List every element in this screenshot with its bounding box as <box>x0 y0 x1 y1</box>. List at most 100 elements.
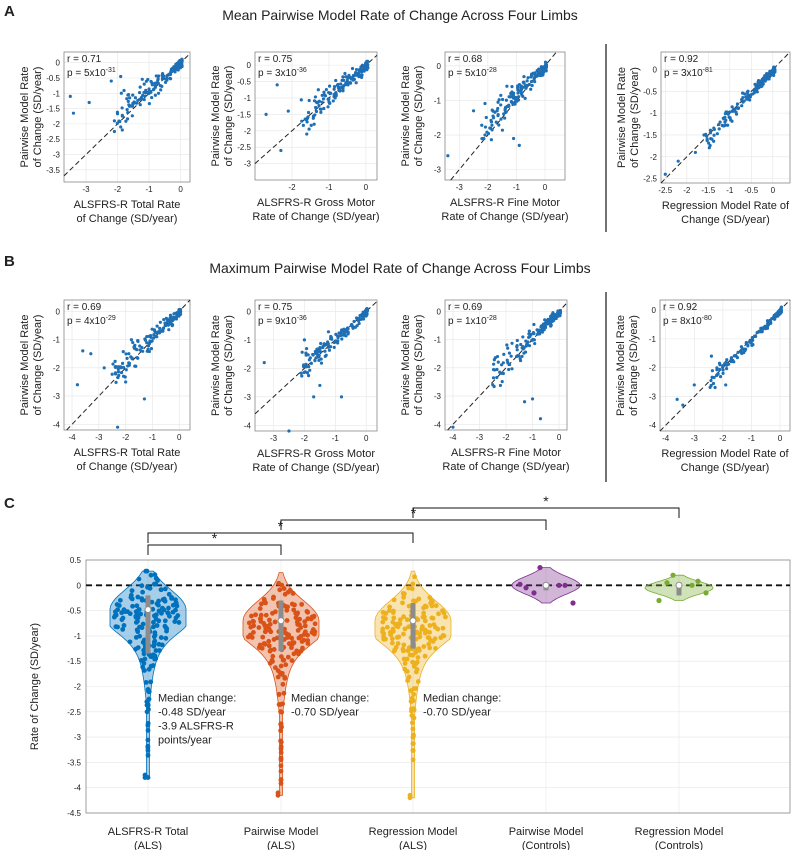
data-point <box>518 89 522 93</box>
data-point <box>166 605 171 611</box>
significance-bracket: * <box>280 505 547 530</box>
data-point <box>146 696 152 702</box>
data-point <box>556 582 562 588</box>
y-tick-label: -3 <box>53 150 61 159</box>
data-point <box>329 91 333 95</box>
data-point <box>305 132 309 136</box>
data-point <box>471 109 476 113</box>
data-point <box>332 340 337 345</box>
data-point <box>514 98 518 102</box>
data-point <box>726 123 730 127</box>
y-axis-label-line: of Change (SD/year) <box>32 67 44 168</box>
data-point <box>299 98 303 102</box>
data-point <box>173 615 179 621</box>
data-point <box>285 604 290 610</box>
x-tick-label: -3 <box>476 433 484 442</box>
data-point <box>529 80 534 84</box>
data-point <box>141 93 145 97</box>
data-point <box>430 599 435 605</box>
data-point <box>128 96 132 100</box>
y-tick-label: -1 <box>53 89 61 98</box>
data-point <box>717 122 721 127</box>
data-point <box>366 66 370 70</box>
data-point <box>150 339 154 343</box>
y-tick-label: -4 <box>53 420 61 429</box>
data-point <box>740 104 744 108</box>
data-point <box>163 80 168 85</box>
data-point <box>258 618 264 624</box>
data-point <box>405 648 411 654</box>
data-point <box>357 321 361 326</box>
data-point <box>264 112 268 116</box>
data-point <box>537 564 543 571</box>
data-point <box>170 609 176 615</box>
data-point <box>692 383 696 387</box>
data-point <box>409 586 415 592</box>
data-point <box>278 663 284 669</box>
data-point <box>263 612 269 618</box>
data-point <box>262 629 268 635</box>
data-point <box>416 648 422 653</box>
x-tick-label: -4 <box>68 433 76 442</box>
data-point <box>172 619 178 624</box>
data-point <box>292 602 297 608</box>
y-tick-label: 0 <box>437 307 442 316</box>
data-point <box>300 119 304 123</box>
data-point <box>663 172 667 176</box>
data-point <box>317 355 321 359</box>
data-point <box>750 343 754 347</box>
y-tick-label: -2 <box>244 364 252 373</box>
data-point <box>330 337 334 341</box>
data-point <box>708 143 712 148</box>
data-point <box>139 625 145 631</box>
x-tick-label: -3 <box>691 434 699 443</box>
data-point <box>500 380 504 384</box>
data-point <box>547 322 551 326</box>
data-point <box>490 128 494 132</box>
data-point <box>522 400 527 404</box>
x-tick-label: -1 <box>325 183 333 192</box>
y-tick-label: 0 <box>437 62 442 71</box>
data-point <box>280 657 286 663</box>
median-marker <box>277 617 285 625</box>
data-point <box>517 581 523 587</box>
data-point <box>296 635 302 641</box>
data-point <box>337 86 341 90</box>
y-axis-label-line: Pairwise Model Rate <box>19 67 31 168</box>
data-point <box>304 362 308 366</box>
data-point <box>354 67 359 72</box>
data-point <box>343 71 347 76</box>
data-point <box>111 362 115 366</box>
title-b: Maximum Pairwise Model Rate of Change Ac… <box>209 260 590 276</box>
panel-label-a: A <box>4 3 15 20</box>
y-axis-label-line: Pairwise Model Rate <box>19 315 31 416</box>
group-label: Pairwise Model <box>509 826 584 838</box>
data-point <box>323 94 328 98</box>
data-point <box>721 371 725 375</box>
data-point <box>410 748 416 753</box>
data-point <box>75 383 80 387</box>
data-point <box>410 757 416 763</box>
x-tick-label: -4 <box>662 434 670 443</box>
y-tick-label: -0.5 <box>67 607 81 616</box>
data-point <box>322 342 326 346</box>
data-point <box>133 635 139 640</box>
data-point <box>735 356 740 360</box>
data-point <box>390 619 396 625</box>
x-axis-label: Regression Model Rate of <box>661 448 789 460</box>
data-point <box>341 75 345 79</box>
data-point <box>176 620 182 625</box>
data-point <box>570 600 576 606</box>
x-tick-label: -3 <box>82 185 90 194</box>
data-point <box>540 330 544 334</box>
y-tick-label: -1.5 <box>67 657 81 666</box>
data-point <box>315 101 319 105</box>
y-axis-label: Pairwise Model Rateof Change (SD/year) <box>210 315 235 416</box>
data-point <box>354 71 358 75</box>
data-point <box>277 587 283 593</box>
data-point <box>499 117 503 121</box>
data-point <box>275 674 281 680</box>
data-point <box>116 367 120 371</box>
data-point <box>153 82 158 86</box>
data-point <box>503 116 507 120</box>
